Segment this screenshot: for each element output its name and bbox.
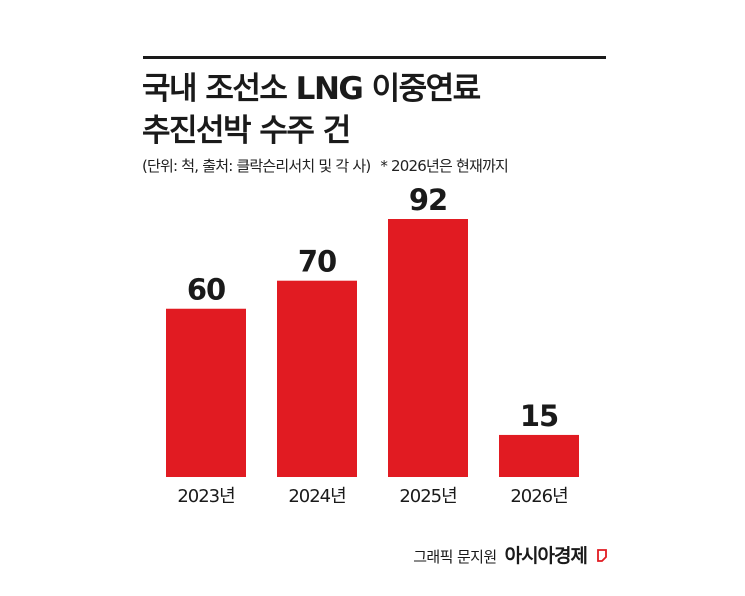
credit-line: 그래픽 문지원 아시아경제 xyxy=(413,541,607,568)
bar-2 xyxy=(388,219,468,477)
chart-title: 국내 조선소 LNG 이중연료 추진선박 수주 건 xyxy=(142,68,612,152)
bar-0 xyxy=(166,308,246,477)
bar-value-label-3: 15 xyxy=(520,399,558,433)
chart-title-line-2: 추진선박 수주 건 xyxy=(142,113,351,149)
unit-source-note: (단위: 척, 출처: 클락슨리서치 및 각 사) xyxy=(142,157,371,175)
bar-value-label-0: 60 xyxy=(187,273,225,307)
chart-title-line-1: 국내 조선소 LNG 이중연료 xyxy=(142,71,481,107)
year-note: * 2026년은 현재까지 xyxy=(380,157,509,175)
brand-logo-icon xyxy=(597,549,607,562)
category-label-2: 2025년 xyxy=(399,486,456,507)
category-label-1: 2024년 xyxy=(288,486,345,507)
bar-3 xyxy=(499,434,579,477)
bar-1 xyxy=(277,280,357,477)
category-label-0: 2023년 xyxy=(177,486,234,507)
publisher-brand: 아시아경제 xyxy=(504,545,588,567)
title-rule xyxy=(143,56,606,59)
bar-value-label-1: 70 xyxy=(298,245,336,279)
bar-value-label-2: 92 xyxy=(409,183,447,217)
category-label-3: 2026년 xyxy=(510,486,567,507)
chart-subtitle: (단위: 척, 출처: 클락슨리서치 및 각 사) * 2026년은 현재까지 xyxy=(142,157,612,175)
graphic-credit: 그래픽 문지원 xyxy=(413,548,497,566)
